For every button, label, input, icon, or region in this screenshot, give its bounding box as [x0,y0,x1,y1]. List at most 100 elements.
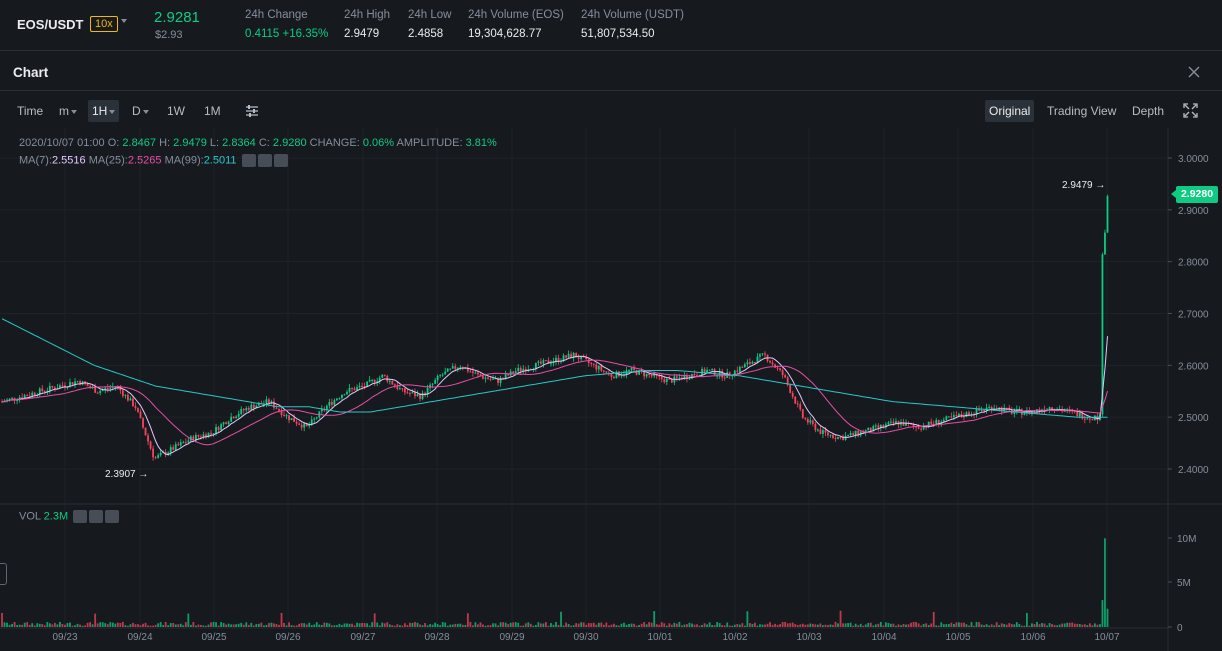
volume-bar [434,622,437,627]
volume-bar [852,625,855,627]
leverage-badge[interactable]: 10x [90,16,118,32]
volume-bar [912,621,915,627]
volume-bar [109,622,112,627]
volume-bar [968,625,970,627]
volume-bar [1033,624,1036,627]
candle-body [675,376,678,378]
day-label: D [132,104,141,118]
volume-bar [771,624,774,627]
stat-24h-volume-usdt: 24h Volume (USDT) 51,807,534.50 [581,9,684,40]
candle-body [1083,418,1086,420]
candle-body [580,356,583,360]
candle-body [822,430,824,434]
candle-body [74,381,76,385]
caret-down-icon [142,109,149,114]
volume-bar [940,622,943,627]
candle-body [396,385,399,389]
volume-bar [630,623,633,627]
candle-body [862,431,865,433]
volume-bar [602,624,605,627]
volume-bar [655,624,658,627]
volume-bar [300,623,303,627]
view-original-button[interactable]: Original [985,100,1035,122]
x-tick-label: 10/03 [796,632,821,643]
volume-bar [484,625,487,627]
hour-interval-dropdown[interactable]: 1H [88,100,120,122]
volume-bar [514,622,517,627]
volume-bar [172,623,175,627]
volume-bar [288,622,290,627]
candle-body [8,398,11,400]
volume-bar [451,624,454,627]
symbol-selector[interactable]: EOS/USDT [17,17,84,32]
eye-icon[interactable] [241,154,256,167]
candlestick-chart[interactable]: 09/23 09/24 09/25 09/26 09/27 09/28 09/29 09/30… [0,128,1222,651]
close-icon[interactable] [273,154,288,167]
volume-bar [439,625,442,627]
close-icon[interactable] [105,510,120,523]
volume-bar [562,625,565,627]
candle-body [1088,418,1091,420]
volume-bar [985,624,988,627]
volume-bar [89,622,92,627]
candle-body [497,378,499,383]
minute-interval-dropdown[interactable]: m [55,100,81,122]
week-interval-button[interactable]: 1W [167,104,185,118]
volume-bar [69,622,71,627]
fullscreen-icon[interactable] [1183,103,1198,118]
volume-bar [132,622,134,627]
candle-body [910,423,912,425]
close-icon[interactable] [1187,65,1201,79]
candle-body [771,362,774,365]
view-depth-button[interactable]: Depth [1132,104,1165,118]
view-trading-view-button[interactable]: Trading View [1047,104,1117,118]
volume-bar [854,623,857,627]
volume-bar [905,624,907,627]
chevron-down-icon[interactable] [121,19,127,23]
panel-collapse-handle[interactable] [0,563,7,585]
volume-bar [557,624,560,627]
caret-down-icon [71,109,77,114]
volume-bar [6,622,8,627]
candle-body [235,416,238,419]
time-button[interactable]: Time [17,104,44,118]
candle-body [456,367,459,369]
candle-body [764,353,766,355]
volume-bar [980,624,983,627]
volume-bar [1061,623,1064,627]
candle-body [539,361,542,364]
candle-body [809,420,812,423]
candle-body [882,424,885,427]
volume-bar [1015,622,1018,627]
volume-bar [560,611,562,627]
volume-bar [195,625,197,627]
candle-body [872,426,875,432]
ma99-line [1,318,1108,418]
month-interval-button[interactable]: 1M [204,104,221,118]
indicator-settings-icon[interactable] [244,104,260,118]
volume-bar [262,625,265,627]
day-interval-dropdown[interactable]: D [128,100,153,122]
settings-icon[interactable] [89,510,104,523]
candle-body [265,399,268,404]
volume-bar [1,612,3,627]
candle-body [393,384,396,386]
volume-bar [910,622,912,627]
candle-body [51,385,54,388]
candle-body [648,373,651,375]
volume-bar [383,623,386,627]
candle-body [524,368,527,372]
ma7-line [1,336,1108,456]
candle-body [64,385,66,387]
volume-bar [842,623,844,627]
volume-bar [1043,623,1046,627]
eye-icon[interactable] [73,510,88,523]
volume-bar [114,623,117,627]
volume-bar [733,624,736,627]
settings-icon[interactable] [257,154,272,167]
volume-bar [242,624,245,627]
candle-body [570,353,573,358]
candle-body [202,434,205,438]
volume-bar [1101,600,1104,627]
volume-bar [628,623,630,627]
